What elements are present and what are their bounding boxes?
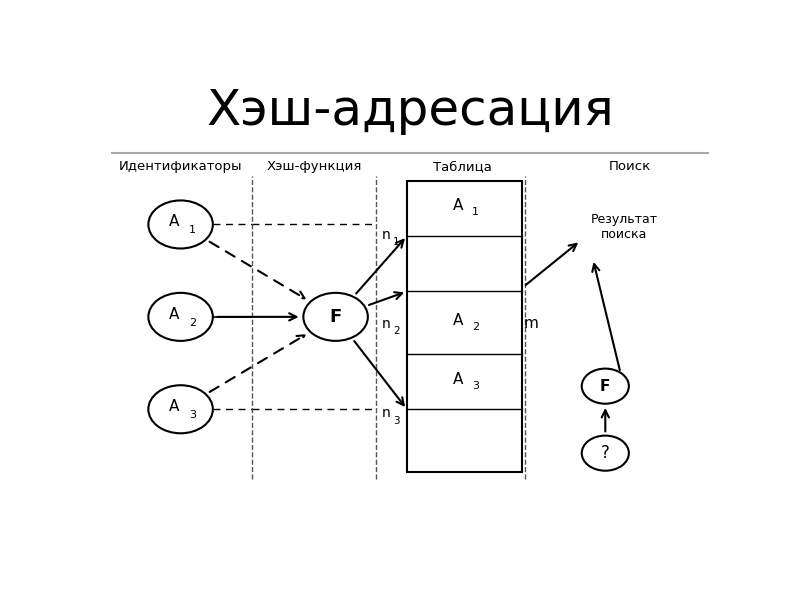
Text: 2: 2 — [189, 318, 196, 328]
Bar — [407, 181, 522, 472]
Text: A: A — [453, 313, 463, 328]
Text: 2: 2 — [472, 322, 479, 332]
Text: 1: 1 — [393, 237, 400, 247]
Circle shape — [582, 368, 629, 404]
Circle shape — [148, 200, 213, 248]
Text: Результат
поиска: Результат поиска — [590, 213, 658, 241]
Text: m: m — [523, 316, 538, 331]
Text: F: F — [600, 379, 610, 394]
Circle shape — [148, 293, 213, 341]
Text: 3: 3 — [393, 416, 400, 426]
Text: Хэш-адресация: Хэш-адресация — [206, 87, 614, 135]
Circle shape — [303, 293, 368, 341]
Text: 3: 3 — [472, 380, 479, 391]
Text: Хэш-функция: Хэш-функция — [266, 160, 362, 173]
Text: A: A — [453, 372, 463, 387]
Text: ?: ? — [601, 444, 610, 462]
Text: n: n — [382, 406, 390, 421]
Text: 3: 3 — [189, 410, 196, 420]
Text: n: n — [382, 317, 390, 331]
Circle shape — [148, 385, 213, 433]
Text: Таблица: Таблица — [434, 160, 492, 173]
Text: F: F — [330, 308, 342, 326]
Text: A: A — [169, 399, 179, 414]
Text: A: A — [169, 307, 179, 322]
Text: A: A — [169, 214, 179, 229]
Text: 2: 2 — [393, 326, 400, 336]
Text: Поиск: Поиск — [609, 160, 651, 173]
Text: A: A — [453, 199, 463, 214]
Text: 1: 1 — [472, 208, 479, 217]
Text: Идентификаторы: Идентификаторы — [119, 160, 242, 173]
Text: 1: 1 — [189, 226, 196, 235]
Circle shape — [582, 436, 629, 471]
Text: n: n — [382, 227, 390, 242]
